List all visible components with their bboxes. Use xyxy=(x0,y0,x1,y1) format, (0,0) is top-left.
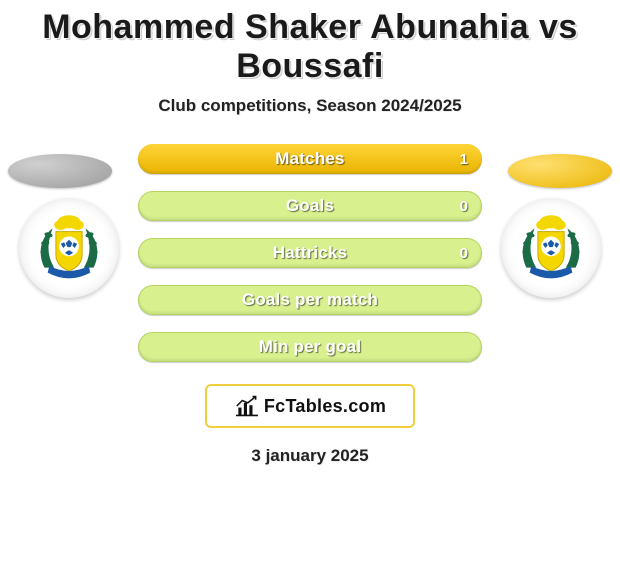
date: 3 january 2025 xyxy=(0,446,620,466)
club-badge-right xyxy=(501,198,601,298)
bar-label: Hattricks xyxy=(138,238,482,268)
stat-row: Goals per match xyxy=(138,285,482,315)
bar-label: Matches xyxy=(138,144,482,174)
player-ellipse-left xyxy=(8,154,112,188)
stat-row: Goals0 xyxy=(138,191,482,221)
subtitle: Club competitions, Season 2024/2025 xyxy=(0,96,620,116)
brand-chart-icon xyxy=(234,395,260,417)
page-title: Mohammed Shaker Abunahia vs Boussafi xyxy=(0,0,620,88)
stat-bars: Matches1Goals0Hattricks0Goals per matchM… xyxy=(138,144,482,362)
player-ellipse-right xyxy=(508,154,612,188)
bar-value-right: 0 xyxy=(460,238,468,268)
bar-label: Goals per match xyxy=(138,285,482,315)
bar-value-right: 1 xyxy=(460,144,468,174)
brand-box: FcTables.com xyxy=(205,384,415,428)
bar-label: Goals xyxy=(138,191,482,221)
stat-row: Min per goal xyxy=(138,332,482,362)
comparison-stage: Matches1Goals0Hattricks0Goals per matchM… xyxy=(0,144,620,362)
bar-label: Min per goal xyxy=(138,332,482,362)
stat-row: Hattricks0 xyxy=(138,238,482,268)
stat-row: Matches1 xyxy=(138,144,482,174)
brand-name: FcTables.com xyxy=(264,396,386,417)
club-badge-left xyxy=(19,198,119,298)
bar-value-right: 0 xyxy=(460,191,468,221)
